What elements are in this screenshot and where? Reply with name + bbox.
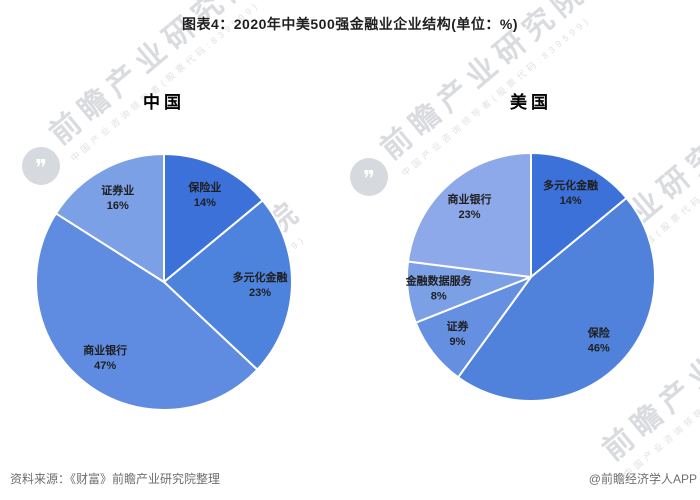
pie-slice-label-多元化金融: 多元化金融 23% [233, 270, 288, 299]
pie-slice-label-保险: 保险 46% [587, 326, 611, 355]
pie-slice-商业银行 [35, 212, 259, 411]
pie-slice-保险业 [163, 153, 264, 283]
usa-pie-chart: 多元化金融 14% 保险 46% 证券 9% 金融数据服务 8% 商业银行 23% [405, 152, 656, 402]
pie-slice-label-证券: 证券 9% [447, 319, 470, 348]
pie-slice-多元化金融 [530, 152, 628, 278]
pie-slice-label-商业银行: 商业银行 47% [83, 343, 127, 372]
pie-slice-label-证券业: 证券业 16% [101, 183, 134, 212]
usa-pie-title: 美国 [510, 93, 552, 112]
pie-slice-label-金融数据服务: 金融数据服务 8% [405, 274, 473, 303]
pie-slice-商业银行 [406, 152, 532, 278]
pie-slice-保险 [457, 196, 656, 402]
china-pie-title: 中国 [143, 93, 185, 112]
chart-title: 图表4：2020年中美500强金融业企业结构(单位：%) [181, 16, 519, 32]
china-pie-chart: 保险业 14% 多元化金融 23% 商业银行 47% 证券业 16% [35, 153, 293, 411]
watermark-quote-icon: ❞ [363, 166, 375, 191]
pie-slice-label-商业银行: 商业银行 23% [448, 192, 492, 221]
pie-slice-证券业 [54, 153, 165, 283]
pie-slice-label-保险业: 保险业 14% [187, 180, 221, 209]
source-note: 资料来源：《财富》前瞻产业研究院整理 [10, 472, 221, 486]
pie-slice-label-多元化金融: 多元化金融 14% [543, 178, 598, 207]
watermark-logo-icon: ❞ [350, 158, 388, 196]
credit-note: @前瞻经济学人APP [588, 472, 697, 486]
pie-slice-多元化金融 [163, 199, 293, 371]
